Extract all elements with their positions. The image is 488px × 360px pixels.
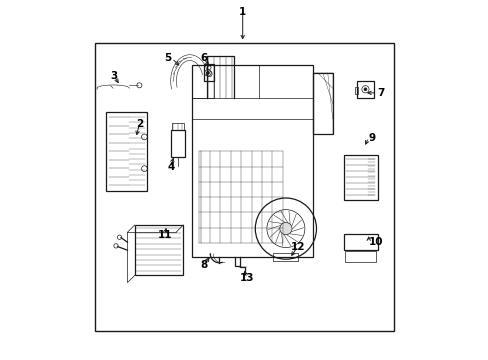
Text: 9: 9 [368,132,375,143]
Bar [312,73,332,134]
Bar [106,112,147,191]
Text: 12: 12 [290,242,305,252]
Text: 5: 5 [164,53,171,63]
Bar [273,253,298,261]
Text: 7: 7 [376,88,384,98]
Text: 6: 6 [200,53,207,63]
Circle shape [206,71,209,74]
Text: 4: 4 [167,162,174,172]
Text: 10: 10 [368,237,383,247]
Bar [134,225,183,275]
Circle shape [363,88,366,91]
Bar [356,81,373,98]
Text: 11: 11 [157,230,171,240]
Text: 8: 8 [200,260,207,270]
Text: 1: 1 [239,6,246,17]
Text: 2: 2 [136,119,142,129]
Bar [204,64,214,81]
Text: 13: 13 [240,273,254,283]
Bar [345,251,375,262]
Bar [171,123,183,130]
Circle shape [279,222,291,235]
Bar [343,234,377,250]
Bar [343,155,377,200]
Text: 3: 3 [110,71,118,81]
Bar [192,65,312,257]
Bar [95,43,393,331]
Bar [170,130,185,157]
Bar [355,87,358,94]
